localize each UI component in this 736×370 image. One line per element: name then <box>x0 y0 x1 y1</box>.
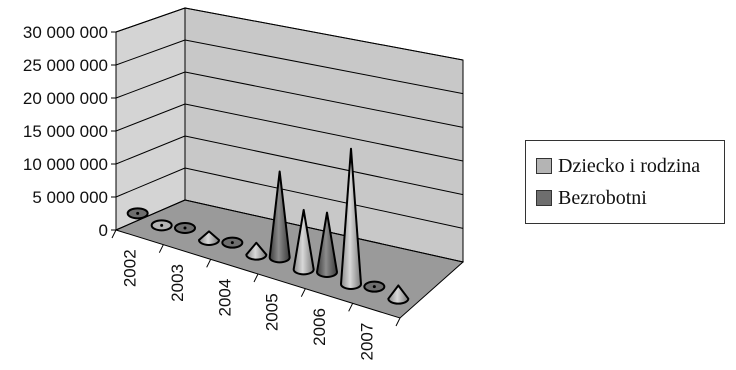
x-tick-mark <box>111 229 117 239</box>
gridline <box>115 135 186 165</box>
y-tick-label: 25 000 000 <box>23 56 108 75</box>
cone-dziecko-i-rodzina-2007 <box>387 284 410 305</box>
gridline <box>184 71 464 128</box>
chart-marks <box>126 147 410 305</box>
cone-dziecko-i-rodzina-2004 <box>245 241 268 261</box>
x-tick-mark <box>158 244 164 253</box>
gridline <box>115 71 186 99</box>
legend-item-bezrobotni: Bezrobotni <box>536 185 647 211</box>
cone-bezrobotni-2003 <box>174 222 196 234</box>
x-tick-label: 2006 <box>310 308 329 346</box>
chart-side-wall-fill <box>115 7 186 231</box>
legend-label: Bezrobotni <box>558 186 647 209</box>
x-tick-label: 2002 <box>121 249 140 287</box>
cone-dziecko-i-rodzina-2002 <box>150 219 173 232</box>
legend-swatch-light <box>536 158 552 174</box>
x-tick-label: 2004 <box>215 279 234 317</box>
x-tick-label: 2007 <box>357 323 376 361</box>
x-tick-mark <box>395 317 401 327</box>
gridline <box>115 199 186 231</box>
legend: Dziecko i rodzina Bezrobotni <box>525 140 725 224</box>
gridline <box>115 7 186 33</box>
x-axis: 2002 2003 2004 2005 2006 2007 <box>111 229 401 361</box>
x-tick-label: 2003 <box>168 264 187 302</box>
legend-item-dziecko-i-rodzina: Dziecko i rodzina <box>536 153 700 179</box>
gridline <box>184 103 464 162</box>
cone-dziecko-i-rodzina-2006 <box>340 147 362 290</box>
cone-bezrobotni-2005 <box>268 170 291 264</box>
cone-bezrobotni-2002 <box>126 207 149 220</box>
x-tick-mark <box>253 273 259 283</box>
cone-dziecko-i-rodzina-2003 <box>198 230 220 246</box>
y-tick-label: 10 000 000 <box>23 155 108 174</box>
x-tick-label: 2005 <box>263 293 282 331</box>
x-tick-mark <box>348 303 354 312</box>
legend-swatch-dark <box>536 190 552 206</box>
y-axis: 0 5 000 000 10 000 000 15 000 000 20 000 000… <box>23 23 117 240</box>
gridline <box>115 103 186 132</box>
x-tick-mark <box>300 288 306 297</box>
gridline <box>184 135 464 196</box>
cone-bezrobotni-2004 <box>221 236 244 249</box>
gridline <box>184 167 464 229</box>
cone-bezrobotni-2007 <box>363 280 386 293</box>
gridline <box>115 39 186 66</box>
x-tick-mark <box>206 259 212 268</box>
gridline <box>115 167 186 198</box>
y-tick-label: 5 000 000 <box>32 188 108 207</box>
cone-dziecko-i-rodzina-2005 <box>292 208 315 276</box>
gridline <box>184 39 464 95</box>
gridlines <box>115 7 464 263</box>
y-tick-label: 20 000 000 <box>23 89 108 108</box>
gridline <box>184 7 464 61</box>
y-tick-label: 30 000 000 <box>23 23 108 42</box>
cone-bezrobotni-2006 <box>316 211 338 278</box>
legend-label: Dziecko i rodzina <box>558 154 701 177</box>
y-tick-label: 15 000 000 <box>23 122 108 141</box>
y-tick-label: 0 <box>99 221 108 240</box>
